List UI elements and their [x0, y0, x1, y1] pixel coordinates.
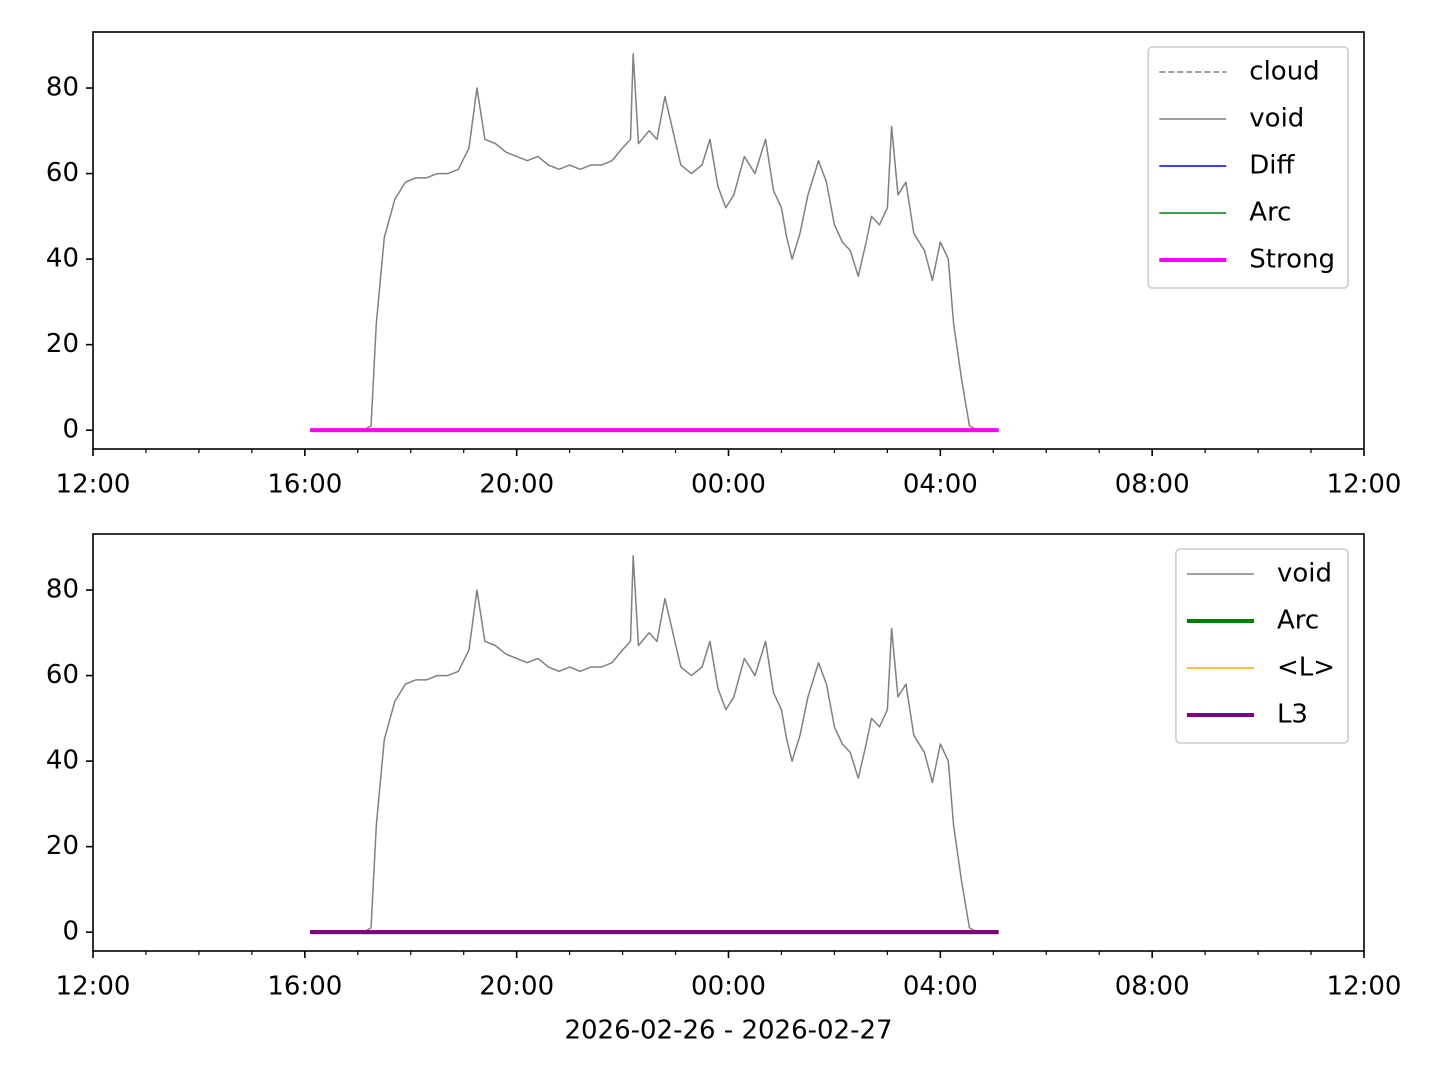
y-tick-label: 0: [62, 917, 79, 947]
y-tick-label: 40: [46, 746, 79, 776]
x-axis-label: 2026-02-26 - 2026-02-27: [564, 1016, 892, 1046]
legend-label: void: [1249, 104, 1304, 134]
legend-label: <L>: [1277, 653, 1335, 683]
x-tick-label: 16:00: [267, 470, 342, 500]
legend-label: cloud: [1249, 57, 1319, 87]
plot-area: [310, 53, 999, 433]
legend-label: void: [1277, 559, 1332, 589]
plot-area: [310, 555, 999, 935]
legend-label: Arc: [1277, 606, 1319, 636]
legend-label: Arc: [1249, 198, 1291, 228]
x-tick-label: 08:00: [1115, 470, 1190, 500]
x-tick-label: 20:00: [479, 972, 554, 1002]
y-tick-label: 80: [46, 73, 79, 103]
legend-box: [1175, 548, 1349, 744]
legend-box: [1147, 46, 1349, 289]
x-tick-label: 12:00: [1327, 972, 1402, 1002]
legend-label: L3: [1277, 700, 1308, 730]
x-tick-label: 08:00: [1115, 972, 1190, 1002]
subplot: 0 20 40 60 80 12:00 16:00 20:00 00:00 04:00 08:00 1…: [46, 31, 1402, 500]
axes-frame: [92, 31, 1365, 450]
x-tick-label: 04:00: [903, 972, 978, 1002]
x-tick-label: 12:00: [56, 470, 131, 500]
series-line: [310, 555, 999, 933]
axes-frame: [92, 533, 1365, 952]
y-tick-label: 60: [46, 660, 79, 690]
x-tick-label: 12:00: [1327, 470, 1402, 500]
y-tick-label: 20: [46, 329, 79, 359]
subplot: 0 20 40 60 80 12:00 16:00 20:00 00:00 04:00 08:00 1…: [46, 533, 1402, 1046]
legend-label: Strong: [1249, 245, 1335, 275]
x-tick-label: 12:00: [56, 972, 131, 1002]
y-tick-label: 80: [46, 575, 79, 605]
y-tick-label: 20: [46, 831, 79, 861]
x-tick-label: 00:00: [691, 470, 766, 500]
legend: void Arc <L> L3: [1175, 548, 1349, 744]
legend-label: Diff: [1249, 151, 1295, 181]
y-tick-label: 40: [46, 244, 79, 274]
y-tick-label: 60: [46, 158, 79, 188]
legend: cloud void Diff Arc Strong: [1147, 46, 1349, 289]
y-tick-label: 0: [62, 415, 79, 445]
x-tick-label: 00:00: [691, 972, 766, 1002]
x-tick-label: 16:00: [267, 972, 342, 1002]
series-line: [310, 53, 999, 431]
x-tick-label: 20:00: [479, 470, 554, 500]
x-tick-label: 04:00: [903, 470, 978, 500]
